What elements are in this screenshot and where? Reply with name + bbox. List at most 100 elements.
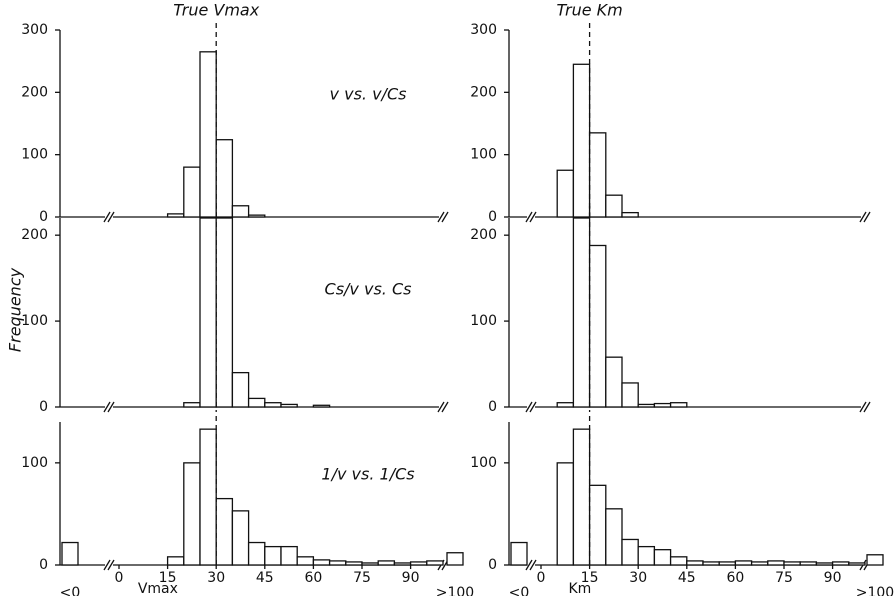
axis-break	[529, 401, 537, 413]
x-axis-title: Vmax	[138, 581, 178, 596]
x-tick-label: 45	[256, 570, 274, 586]
x-tick-label: 90	[824, 570, 842, 586]
axis-break	[859, 211, 867, 223]
method-label: 1/v vs. 1/Cs	[321, 465, 414, 484]
x-tick-label: 15	[159, 570, 177, 586]
histogram-bar	[215, 217, 234, 408]
y-tick-label: 200	[470, 227, 497, 243]
y-tick-label: 0	[39, 557, 48, 573]
y-tick-label: 200	[470, 84, 497, 100]
x-tick-label: 75	[775, 570, 793, 586]
outlier-label: <0	[509, 585, 530, 596]
histogram-bar	[247, 397, 266, 408]
axis-break	[107, 559, 115, 571]
histogram-bar	[605, 356, 623, 408]
axis-break	[525, 559, 533, 571]
histogram-bar	[280, 403, 298, 408]
histogram-bar	[247, 541, 266, 566]
histogram-bar	[637, 545, 656, 566]
histogram-bar	[199, 217, 217, 408]
histogram-bar	[572, 63, 591, 218]
histogram-bar	[183, 462, 201, 566]
x-tick-label: 60	[304, 570, 322, 586]
axis-break	[529, 211, 537, 223]
axis-break	[529, 559, 537, 571]
histogram-bar	[183, 166, 201, 218]
histogram-bar	[328, 560, 347, 566]
histogram-bar	[199, 428, 217, 566]
histogram-bar	[669, 556, 688, 566]
histogram-bar	[199, 51, 217, 218]
histogram-bar	[799, 561, 818, 566]
y-tick-label: 200	[21, 227, 48, 243]
y-tick-label: 300	[470, 22, 497, 38]
histogram-bar	[702, 561, 720, 566]
outlier-label: >100	[856, 585, 894, 596]
axis-break	[107, 401, 115, 413]
axis-break	[525, 401, 533, 413]
histogram-bar	[588, 484, 607, 566]
x-tick-label: 30	[207, 570, 225, 586]
histogram-bar	[409, 561, 428, 566]
x-tick-label: 45	[678, 570, 696, 586]
histogram-bar	[653, 549, 672, 566]
histogram-bar	[653, 402, 672, 408]
method-label: v vs. v/Cs	[330, 85, 407, 104]
histogram-bar	[312, 404, 331, 408]
histogram-bar	[831, 561, 850, 566]
histogram-bar	[166, 213, 185, 218]
histogram-bar	[605, 194, 623, 218]
x-axis-title: Km	[568, 581, 591, 596]
histogram-bar	[393, 562, 412, 566]
outlier-label: >100	[436, 585, 474, 596]
y-axis-title: Frequency	[6, 267, 25, 352]
histogram-bar	[588, 244, 607, 408]
axis-break	[437, 211, 445, 223]
histogram-bar	[166, 556, 185, 566]
x-tick-label: 90	[402, 570, 420, 586]
histogram-bar	[686, 560, 704, 566]
axis-break	[863, 401, 871, 413]
y-tick-label: 300	[21, 22, 48, 38]
histogram-bar	[637, 403, 656, 408]
x-tick-label: 15	[581, 570, 599, 586]
histogram-bar	[588, 132, 607, 218]
histogram-bar	[231, 510, 250, 566]
histogram-bar	[345, 561, 363, 566]
histogram-bar	[280, 545, 298, 566]
outlier-bar	[61, 541, 79, 566]
y-tick-label: 100	[21, 147, 48, 163]
y-tick-label: 100	[21, 313, 48, 329]
histogram-bar	[750, 561, 769, 566]
histogram-bar	[264, 545, 282, 566]
histogram-bar	[556, 402, 575, 408]
histogram-bar	[605, 508, 623, 566]
y-tick-label: 100	[21, 455, 48, 471]
histogram-bar	[734, 560, 753, 566]
outlier-label: <0	[60, 585, 81, 596]
axis-break	[525, 211, 533, 223]
y-tick-label: 200	[21, 84, 48, 100]
outlier-bar	[446, 552, 464, 566]
x-tick-label: 75	[353, 570, 371, 586]
axis-break	[863, 211, 871, 223]
axis-break	[103, 401, 111, 413]
x-tick-label: 30	[629, 570, 647, 586]
histogram-bar	[767, 560, 785, 566]
histogram-bar	[556, 462, 575, 566]
y-tick-label: 0	[39, 399, 48, 415]
axis-break	[859, 401, 867, 413]
axis-break	[103, 211, 111, 223]
y-tick-label: 0	[488, 399, 497, 415]
y-tick-label: 100	[470, 313, 497, 329]
y-tick-label: 100	[470, 455, 497, 471]
histogram-bar	[848, 562, 866, 566]
histogram-bar	[296, 556, 315, 566]
y-tick-label: 0	[39, 209, 48, 225]
x-tick-label: 60	[726, 570, 744, 586]
annotation: True Vmax	[173, 1, 260, 20]
y-tick-label: 0	[488, 557, 497, 573]
outlier-bar	[510, 541, 528, 566]
y-tick-label: 0	[488, 209, 497, 225]
